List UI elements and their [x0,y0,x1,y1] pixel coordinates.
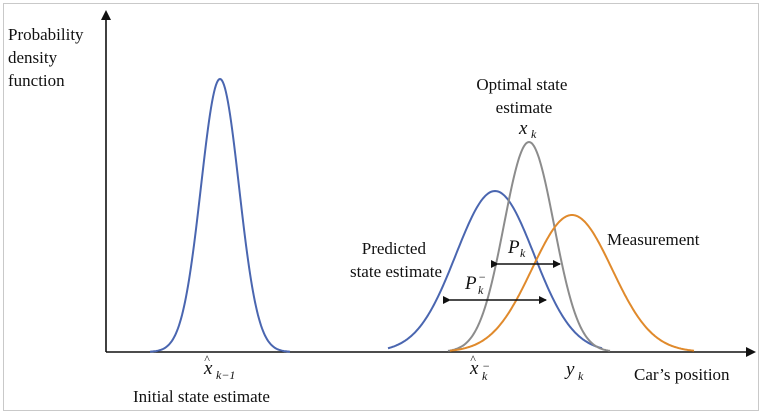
predicted-state-label: Predicted state estimate [350,239,442,281]
pk-label: P k [507,237,526,260]
xk-symbol: x k [518,118,537,141]
svg-text:−: − [478,270,486,284]
optimal-state-curve [447,140,611,352]
svg-text:−: − [482,359,490,373]
x-axis-label: Car’s position [634,365,730,384]
measurement-label: Measurement [607,230,700,249]
svg-text:k: k [531,127,537,141]
svg-text:y: y [564,359,575,380]
svg-text:k: k [520,246,526,260]
measurement-curve [449,214,695,352]
y-axis-label: Probability density function [8,25,88,90]
pk-minus-label: P − k [464,270,486,297]
svg-text:^: ^ [470,352,476,366]
x-hat-pred-symbol: x ^ − k [469,352,490,383]
svg-text:k: k [478,283,484,297]
x-hat-prev-symbol: x ^ k−1 [203,352,235,382]
predicted-state-curve [387,189,603,350]
yk-symbol: y k [564,359,584,383]
svg-text:x: x [518,118,528,139]
svg-text:x: x [469,358,479,379]
svg-text:k−1: k−1 [216,368,235,382]
svg-text:^: ^ [204,352,210,366]
svg-text:x: x [203,358,213,379]
svg-text:P: P [464,273,477,294]
svg-text:P: P [507,237,520,258]
svg-text:k: k [578,369,584,383]
svg-text:k: k [482,369,488,383]
initial-state-curve [149,77,291,353]
initial-state-label: Initial state estimate [133,387,270,406]
optimal-state-label: Optimal state estimate [476,75,571,117]
figure-frame [3,3,759,411]
